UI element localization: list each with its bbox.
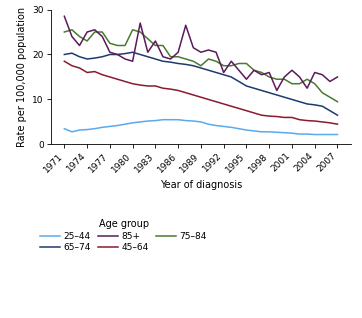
Y-axis label: Rate per 100,000 population: Rate per 100,000 population (17, 7, 27, 147)
X-axis label: Year of diagnosis: Year of diagnosis (160, 180, 242, 190)
Legend: 25–44, 65–74, 85+, 45–64, 75–84: 25–44, 65–74, 85+, 45–64, 75–84 (40, 219, 207, 252)
